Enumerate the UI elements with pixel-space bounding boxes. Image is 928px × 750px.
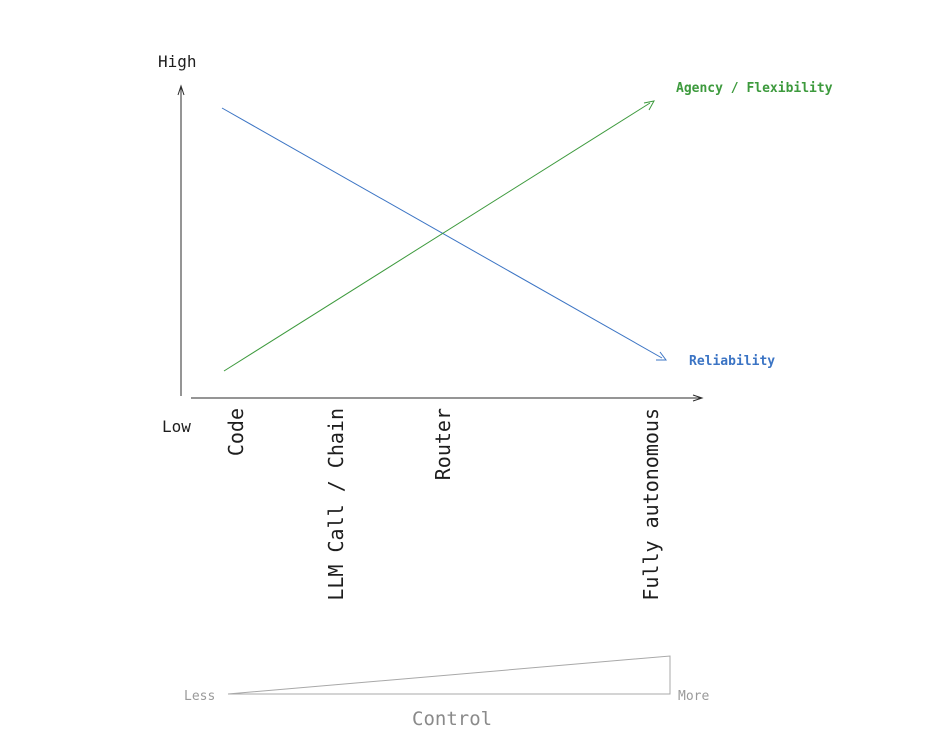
control-more-label: More: [678, 689, 709, 704]
stage-label-code: Code: [224, 408, 248, 456]
control-title: Control: [412, 708, 492, 730]
y-axis-arrowhead: [177, 84, 185, 96]
x-axis-arrowhead: [692, 394, 704, 402]
stage-label-router: Router: [431, 408, 455, 480]
agency-line: [223, 102, 651, 372]
y-axis-high-label: High: [158, 52, 197, 71]
reliability-label: Reliability: [689, 354, 775, 369]
agency-label: Agency / Flexibility: [676, 81, 833, 96]
stage-label-llm-call-chain: LLM Call / Chain: [324, 408, 348, 601]
stage-label-fully-autonomous: Fully autonomous: [639, 408, 663, 601]
reliability-arrowhead: [656, 351, 667, 361]
control-less-label: Less: [184, 689, 215, 704]
control-wedge: [227, 655, 671, 695]
reliability-line: [221, 107, 663, 359]
agency-arrowhead: [643, 100, 655, 111]
y-axis-low-label: Low: [162, 417, 191, 436]
